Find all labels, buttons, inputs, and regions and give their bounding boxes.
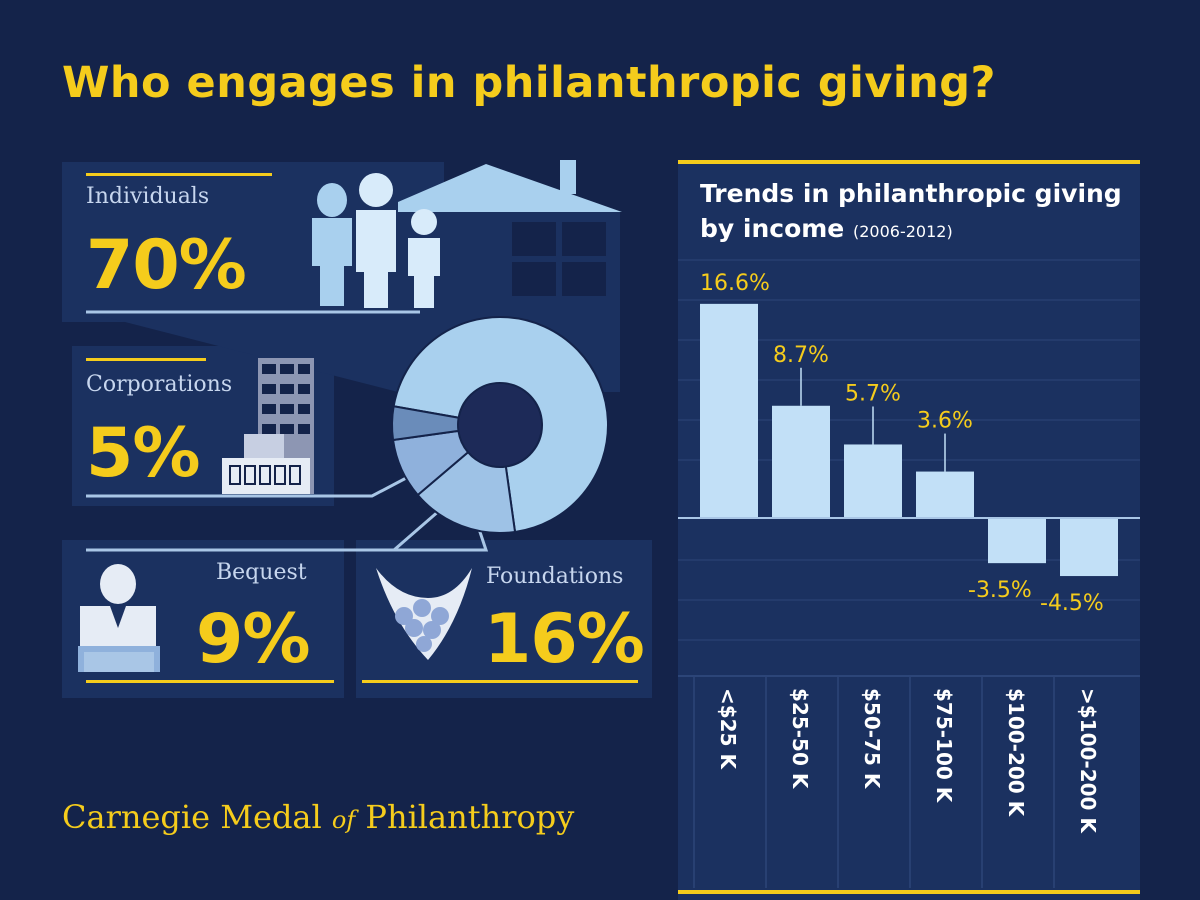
- bar-value-label-3: 3.6%: [917, 409, 973, 434]
- category-band: [678, 676, 1140, 888]
- trend-chart-title-by-income: by income: [700, 214, 845, 243]
- bequest-accent-line: [86, 680, 334, 683]
- page-title: Who engages in philanthropic giving?: [62, 58, 996, 108]
- bar-4: [988, 518, 1046, 564]
- bequest-value: 9%: [196, 600, 310, 679]
- category-label-5: >$100-200 K: [1076, 688, 1100, 834]
- category-label-0: <$25 K: [716, 688, 740, 770]
- bar-value-label-4: -3.5%: [968, 578, 1032, 603]
- bar-1: [772, 405, 830, 518]
- bar-3: [916, 471, 974, 518]
- footer-part3: Philanthropy: [365, 798, 575, 836]
- individuals-accent-line: [86, 173, 272, 176]
- bar-2: [844, 444, 902, 518]
- bar-value-label-2: 5.7%: [845, 381, 901, 406]
- trend-chart-bottom-accent: [678, 890, 1140, 894]
- footer-part1: Carnegie Medal: [62, 798, 322, 836]
- foundations-label: Foundations: [486, 564, 624, 589]
- trend-chart-title-line1: Trends in philanthropic giving: [700, 179, 1122, 208]
- trend-chart-category-labels: <$25 K $25-50 K $50-75 K $75-100 K $100-200 …: [693, 676, 1100, 888]
- bar-value-label-1: 8.7%: [773, 343, 829, 368]
- bar-0: [700, 303, 758, 518]
- foundations-accent-line: [362, 680, 638, 683]
- trend-chart-title-line2: by income (2006-2012): [700, 211, 1122, 249]
- footer-part2: of: [331, 806, 356, 834]
- category-label-3: $75-100 K: [932, 688, 956, 804]
- trend-chart-period: (2006-2012): [852, 222, 953, 241]
- category-label-2: $50-75 K: [860, 688, 884, 790]
- category-label-1: $25-50 K: [788, 688, 812, 790]
- bar-value-label-0: 16.6%: [700, 271, 770, 296]
- individuals-value: 70%: [86, 226, 247, 305]
- footer-logo: Carnegie Medal of Philanthropy: [62, 798, 574, 836]
- trend-chart-title: Trends in philanthropic giving by income…: [700, 176, 1122, 249]
- bar-value-label-5: -4.5%: [1040, 591, 1104, 616]
- individuals-label: Individuals: [86, 184, 210, 209]
- bequest-label: Bequest: [216, 560, 307, 585]
- trend-chart-top-accent: [678, 160, 1140, 164]
- category-label-4: $100-200 K: [1004, 688, 1028, 818]
- foundations-value: 16%: [484, 600, 645, 679]
- bar-5: [1060, 518, 1118, 577]
- trend-chart-bars: 16.6% 8.7% 5.7% 3.6% -3.5% -4.5%: [700, 271, 1118, 616]
